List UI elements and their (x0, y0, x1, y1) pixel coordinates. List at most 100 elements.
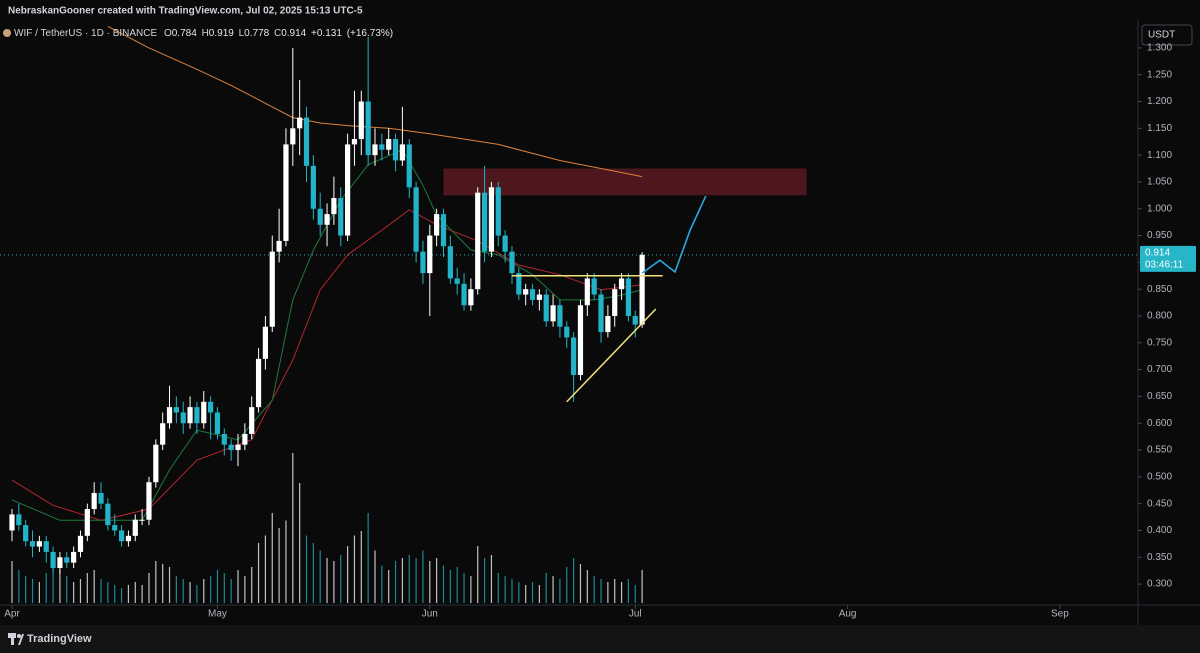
candle-body (43, 541, 49, 552)
volume-bar (59, 570, 61, 603)
candle-body (249, 407, 255, 434)
candle-body (639, 254, 645, 325)
candle-body (84, 509, 90, 536)
candle-body (461, 283, 467, 306)
volume-bar (408, 555, 410, 603)
volume-bar (573, 558, 575, 603)
projection-path (641, 195, 707, 274)
brand-logo (8, 633, 24, 645)
volume-bar (456, 567, 458, 603)
change: +0.131 (311, 28, 342, 39)
candle-body (9, 514, 15, 531)
high-value: 0.919 (209, 28, 234, 39)
y-tick-label: 1.250 (1147, 69, 1172, 80)
candle-body (468, 289, 474, 306)
candle-body (509, 251, 515, 274)
volume-bar (175, 576, 177, 603)
candle-body (427, 235, 433, 274)
volume-bar (504, 576, 506, 603)
candle-body (201, 401, 207, 424)
volume-bar (244, 576, 246, 603)
volume-bar (360, 531, 362, 603)
volume-bar (210, 576, 212, 603)
candle-body (180, 412, 186, 424)
ohlc-label: H (202, 28, 209, 39)
volume-bar (394, 561, 397, 603)
volume-bar (86, 573, 88, 603)
candle-body (571, 337, 577, 375)
volume-bar (367, 513, 369, 603)
candle-body (64, 557, 70, 563)
volume-bar (449, 570, 451, 603)
volume-bar (155, 561, 157, 603)
volume-bar (162, 564, 164, 603)
volume-bar (312, 543, 314, 603)
y-tick-label: 0.400 (1147, 525, 1172, 536)
logo-part (18, 634, 24, 645)
candle-body (77, 535, 84, 552)
candle-body (139, 519, 145, 521)
candle-body (591, 278, 597, 295)
volume-bar (470, 576, 472, 603)
y-tick-label: 1.300 (1147, 43, 1172, 54)
candle-body (71, 551, 77, 563)
volume-bar (79, 579, 82, 603)
candle-body (399, 144, 405, 161)
candle-body (297, 117, 303, 129)
volume-bar (381, 565, 383, 603)
currency-button[interactable] (1141, 24, 1193, 46)
candle-body (372, 144, 378, 156)
volume-bar (518, 582, 520, 603)
volume-bar (93, 570, 95, 603)
candle-body (598, 294, 604, 333)
candle-body (146, 482, 152, 520)
y-tick-label: 0.650 (1147, 391, 1172, 402)
y-tick-label: 0.450 (1147, 498, 1172, 509)
candle-body (550, 305, 556, 322)
volume-bar (299, 483, 301, 603)
candle-body (221, 433, 227, 445)
candle-body (632, 315, 638, 325)
volume-bar (552, 576, 554, 603)
candle-body (153, 444, 159, 483)
candle-body (618, 278, 625, 290)
y-tick-label: 0.350 (1147, 552, 1172, 563)
volume-bar (305, 535, 308, 603)
volume-bar (38, 582, 40, 603)
volume-bar (148, 573, 150, 603)
candle-body (392, 139, 399, 161)
moving-average (11, 209, 643, 521)
x-tick-label: May (208, 609, 227, 620)
legend: WIF / TetherUS · 1D · BINANCE O0.784 H0.… (14, 28, 393, 39)
candle-body (57, 557, 63, 569)
currency[interactable]: USDT (1148, 30, 1175, 41)
candle-body (242, 433, 248, 445)
candle-body (23, 525, 29, 542)
x-tick-label: Apr (4, 609, 20, 620)
volume-bar (627, 579, 630, 603)
volume-bar (237, 570, 239, 603)
logo-part (11, 633, 14, 645)
volume-bar (477, 546, 479, 603)
volume-bar (182, 579, 184, 603)
candle-body (303, 117, 310, 166)
candle-body (529, 289, 536, 300)
volume-bar (271, 513, 273, 603)
candle-body (488, 187, 495, 252)
volume-bar (545, 573, 547, 603)
candle-body (536, 294, 542, 300)
candle-body (365, 101, 371, 156)
y-tick-label: 1.150 (1147, 123, 1172, 134)
candle-body (125, 535, 132, 542)
candle-body (543, 294, 549, 322)
volume-bar (483, 558, 486, 603)
candle-body (447, 246, 453, 279)
candle-body (495, 187, 501, 236)
y-tick-label: 0.750 (1147, 337, 1172, 348)
candle-body (98, 492, 104, 504)
volume-bar (388, 570, 390, 603)
last-price-label: 0.914 (1145, 247, 1170, 258)
candle-body (557, 305, 563, 327)
candle-body (173, 407, 179, 413)
candle-body (351, 139, 358, 145)
